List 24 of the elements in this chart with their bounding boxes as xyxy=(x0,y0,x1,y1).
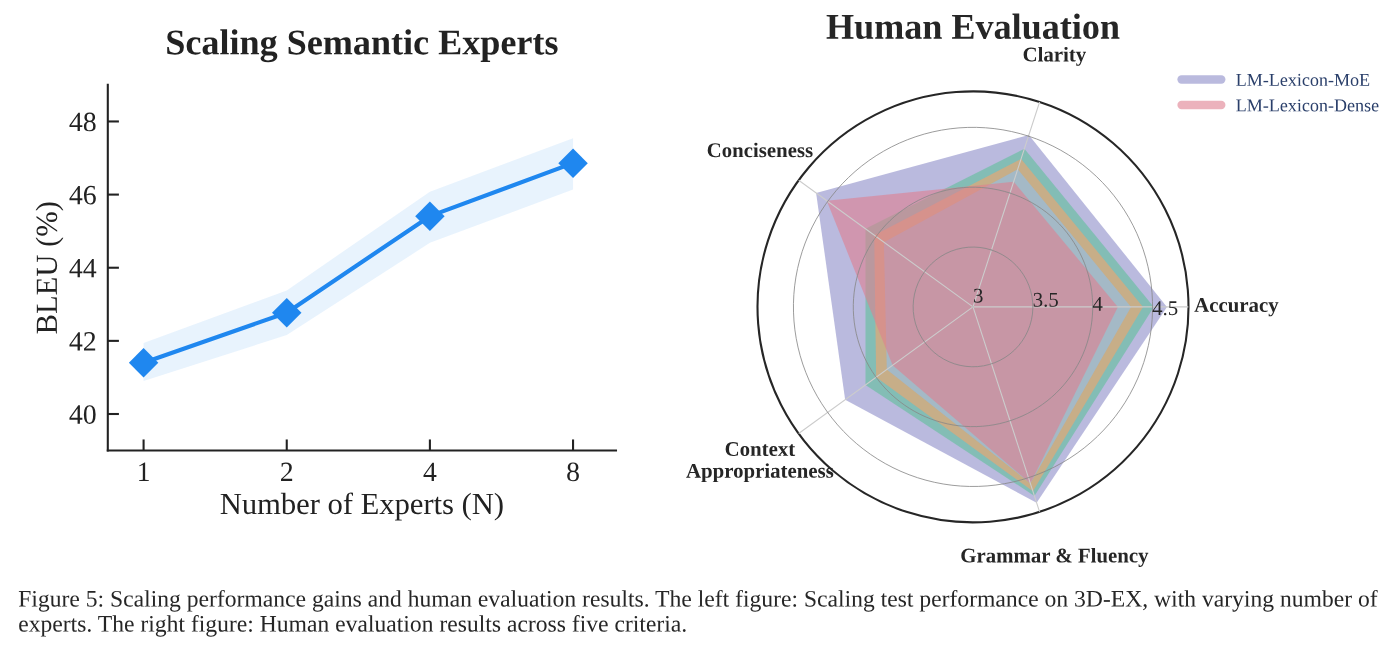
spoke-label: Conciseness xyxy=(707,142,813,158)
legend-label: LM-Lexicon-Dense xyxy=(1236,99,1379,112)
y-tick-label: 3.5 xyxy=(1033,292,1058,307)
y-tick-label: 48 xyxy=(69,112,96,132)
spoke-label: Context Appropriateness xyxy=(686,442,834,483)
y-tick-label: 4.5 xyxy=(1152,301,1178,316)
y-tick-label: 3 xyxy=(974,288,983,303)
legend-label: LM-Lexicon-MoE xyxy=(1236,73,1370,87)
y-axis-title: BLEU (%) xyxy=(35,202,64,334)
y-tick-label: 46 xyxy=(69,185,96,205)
caption: Figure 5: Scaling performance gains and human evaluation results. The left figure: Scaling test performance on 3D-EX, with varying number of experts. The right figure: Human evaluation results across five criteria. xyxy=(18,589,1378,637)
x-axis-title: Number of Experts (N) xyxy=(220,492,503,521)
x-tick-label: 2 xyxy=(281,462,293,481)
chart-title: Human Evaluation xyxy=(826,13,1120,40)
y-tick-label: 40 xyxy=(69,405,96,424)
y-tick-label: 44 xyxy=(69,259,97,278)
y-tick-label: 42 xyxy=(69,332,96,351)
x-tick-label: 1 xyxy=(139,462,149,481)
x-tick-label: 4 xyxy=(423,462,437,481)
chart-title: Scaling Semantic Experts xyxy=(167,29,558,63)
spoke-label: Accuracy xyxy=(1194,298,1279,317)
spoke-label: Clarity xyxy=(1023,46,1087,66)
x-tick-label: 8 xyxy=(567,462,579,482)
spoke-label: Grammar & Fluency xyxy=(961,547,1149,567)
